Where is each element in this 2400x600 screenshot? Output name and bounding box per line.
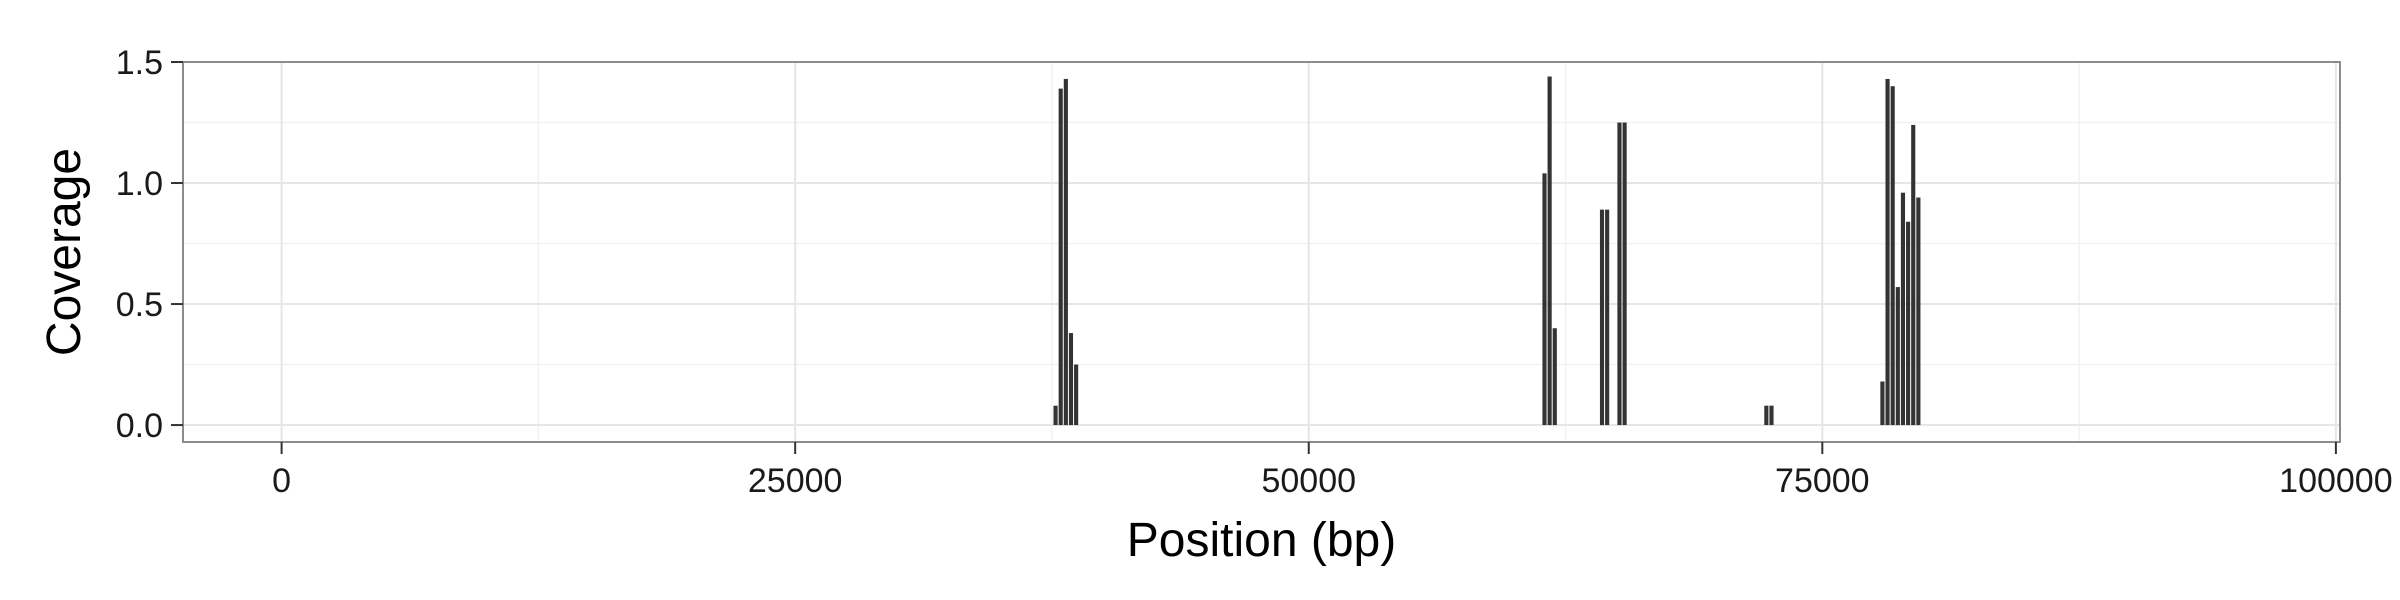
bar bbox=[1916, 197, 1921, 426]
x-axis-title: Position (bp) bbox=[1127, 514, 1396, 567]
bar bbox=[1880, 381, 1885, 426]
bar bbox=[1074, 364, 1079, 426]
bar bbox=[1885, 78, 1890, 426]
grid-lines bbox=[183, 61, 2340, 442]
y-tick-label: 1.0 bbox=[116, 165, 163, 203]
x-axis: 0 25000 50000 75000 100000 bbox=[272, 442, 2393, 500]
x-tick-label: 50000 bbox=[1261, 462, 1356, 500]
y-tick-label: 1.5 bbox=[116, 44, 163, 82]
bar bbox=[1599, 209, 1605, 426]
y-tick-label: 0.0 bbox=[116, 407, 163, 445]
bar bbox=[1769, 405, 1774, 426]
x-tick-label: 25000 bbox=[748, 462, 843, 500]
bar bbox=[1617, 122, 1622, 426]
x-tick-label: 100000 bbox=[2279, 462, 2392, 500]
y-axis: 0.0 0.5 1.0 1.5 bbox=[116, 44, 183, 445]
y-tick-label: 0.5 bbox=[116, 286, 163, 324]
bar bbox=[1895, 287, 1900, 426]
bar bbox=[1622, 122, 1627, 426]
bar bbox=[1058, 88, 1063, 426]
bar bbox=[1764, 405, 1769, 426]
bar bbox=[1063, 78, 1068, 426]
x-tick-label: 75000 bbox=[1775, 462, 1870, 500]
y-axis-title: Coverage bbox=[38, 148, 91, 356]
bar bbox=[1068, 333, 1074, 426]
bar bbox=[1605, 209, 1610, 426]
bar bbox=[1900, 192, 1906, 426]
bar bbox=[1911, 124, 1916, 426]
bar bbox=[1890, 86, 1895, 426]
bar bbox=[1053, 405, 1058, 426]
x-tick-label: 0 bbox=[272, 462, 291, 500]
bar bbox=[1552, 328, 1557, 426]
bar bbox=[1542, 173, 1547, 426]
bar bbox=[1547, 76, 1552, 426]
bar-series bbox=[1053, 76, 1921, 426]
plot-panel-border bbox=[182, 61, 2341, 443]
bar bbox=[1906, 221, 1911, 426]
